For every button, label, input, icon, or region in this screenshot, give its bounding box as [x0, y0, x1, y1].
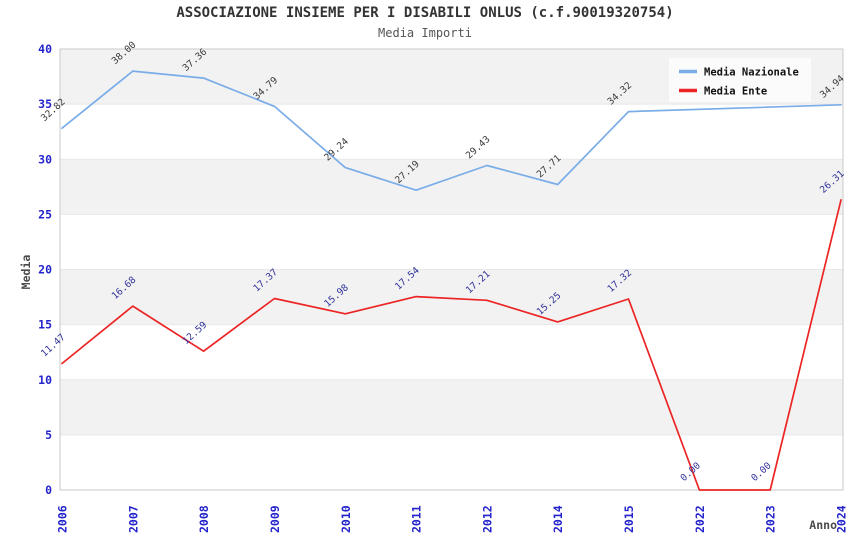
series-line-media-nazionale: [61, 70, 842, 192]
x-tick-label: 2008: [197, 505, 211, 533]
y-tick-label: 40: [38, 42, 52, 56]
y-tick-label: 0: [45, 483, 52, 497]
y-tick-label: 10: [38, 373, 52, 387]
plot-band: [60, 104, 843, 160]
chart-title: ASSOCIAZIONE INSIEME PER I DISABILI ONLU…: [176, 5, 674, 21]
legend-box: [669, 58, 811, 102]
chart-subtitle: Media Importi: [378, 26, 472, 40]
plot-band: [60, 379, 843, 435]
y-tick-label: 5: [45, 428, 52, 442]
y-tick-label: 15: [38, 318, 52, 332]
plot-band: [60, 159, 843, 215]
x-tick-label: 2010: [339, 505, 353, 533]
y-tick-label: 25: [38, 207, 52, 221]
x-tick-label: 2015: [622, 505, 636, 533]
x-tick-label: 2006: [56, 505, 70, 533]
y-tick-label: 30: [38, 152, 52, 166]
x-tick-label: 2014: [551, 505, 565, 533]
x-tick-label: 2023: [764, 505, 778, 533]
x-tick-label: 2009: [268, 505, 282, 533]
plot-band: [60, 269, 843, 325]
x-tick-label: 2011: [410, 505, 424, 533]
legend-label-media-ente: Media Ente: [704, 86, 767, 98]
x-tick-label: 2007: [126, 505, 140, 533]
y-tick-label: 20: [38, 263, 52, 277]
x-axis-title: Anno: [809, 518, 837, 532]
y-axis-title: Media: [19, 255, 33, 290]
y-tick-label: 35: [38, 97, 52, 111]
legend-label-media-nazionale: Media Nazionale: [704, 67, 799, 79]
plot-band: [60, 324, 843, 380]
x-tick-label: 2024: [835, 505, 849, 533]
x-tick-label: 2012: [480, 505, 494, 533]
plot-frame: [59, 48, 844, 491]
series-line-media-ente: [61, 199, 842, 491]
plot-band: [60, 214, 843, 270]
x-tick-label: 2022: [693, 505, 707, 533]
plot-band: [60, 434, 843, 490]
